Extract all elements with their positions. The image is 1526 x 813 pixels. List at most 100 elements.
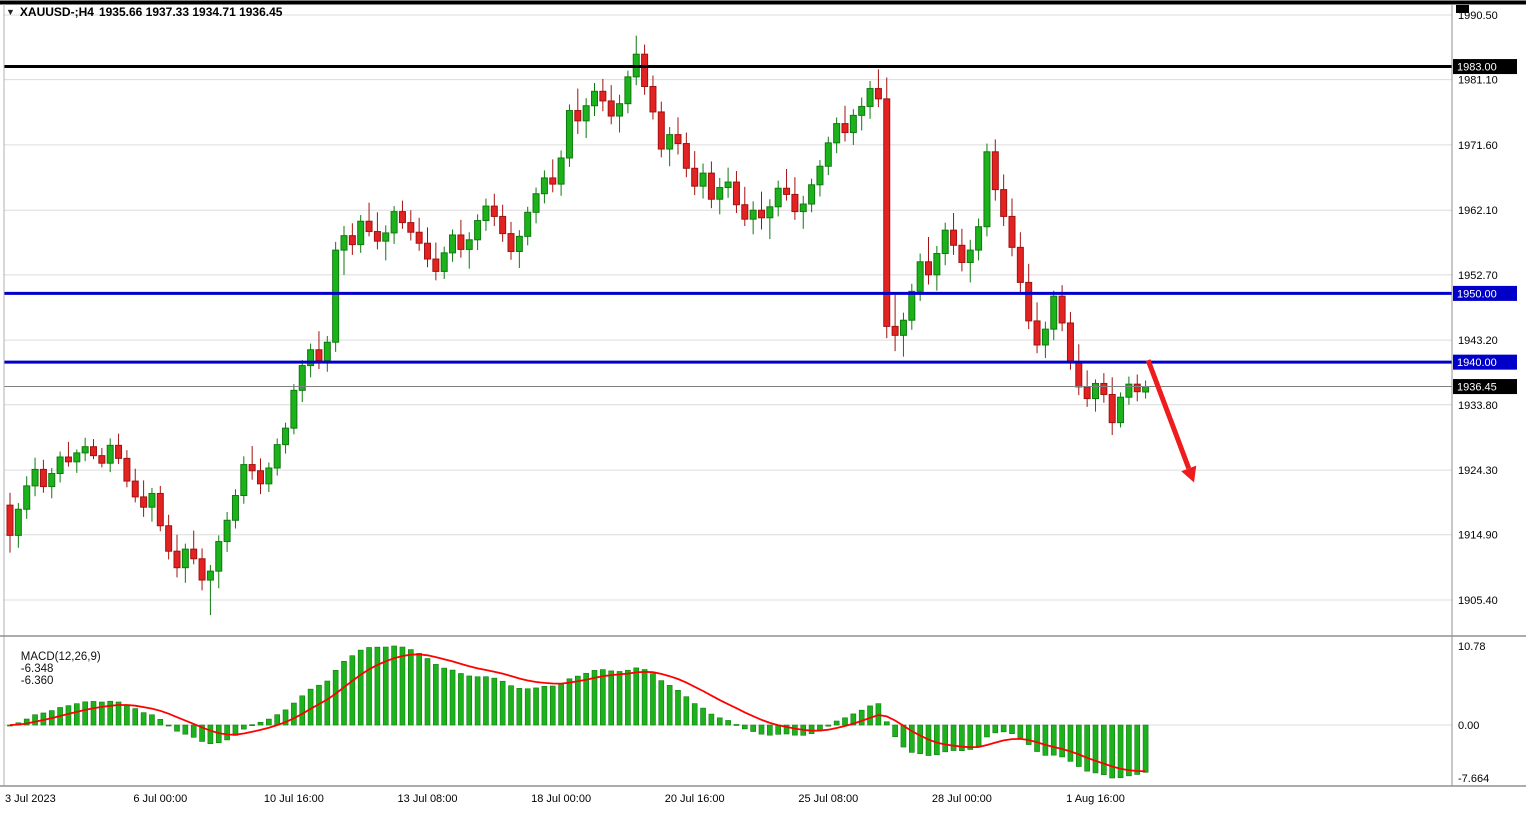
macd-histogram-bar xyxy=(1092,724,1099,774)
candle-bullish xyxy=(532,193,540,213)
candle-bullish xyxy=(858,105,866,116)
chart-header: ▼ XAUUSD-;H4 1935.66 1937.33 1934.71 193… xyxy=(6,5,282,19)
macd-histogram-bar xyxy=(249,724,255,726)
macd-histogram-bar xyxy=(683,696,690,726)
candle-bearish xyxy=(156,492,164,527)
candle-bullish xyxy=(282,427,290,446)
price-badge-label: 1936.45 xyxy=(1457,382,1497,394)
candle-bullish xyxy=(1117,396,1125,424)
candle-bearish xyxy=(373,231,381,242)
chart-shift-marker[interactable] xyxy=(1456,5,1469,13)
candle-bullish xyxy=(206,570,214,581)
candle-bullish xyxy=(56,456,64,475)
macd-histogram-bar xyxy=(299,695,306,726)
macd-histogram-bar xyxy=(107,700,113,726)
macd-histogram-bar xyxy=(641,669,648,726)
macd-histogram-bar xyxy=(424,658,431,726)
candle-bearish xyxy=(841,123,849,134)
candle-bullish xyxy=(48,473,56,488)
symbol-triangle-icon: ▼ xyxy=(6,6,15,17)
macd-scale-label: 0.00 xyxy=(1458,720,1479,732)
candle-bearish xyxy=(1008,215,1016,248)
macd-histogram-bar xyxy=(908,724,915,753)
macd-main-value: -6.348 xyxy=(20,663,54,675)
candle-bullish xyxy=(382,232,390,242)
macd-histogram-bar xyxy=(733,724,740,726)
time-axis-label: 1 Aug 16:00 xyxy=(1066,793,1125,805)
candle-bullish xyxy=(565,110,573,159)
candle-bearish xyxy=(732,181,740,206)
macd-histogram-bar xyxy=(1042,724,1049,756)
candle-bearish xyxy=(115,444,123,459)
candle-bearish xyxy=(574,110,582,122)
macd-histogram-bar xyxy=(466,675,473,726)
macd-histogram-bar xyxy=(1142,724,1149,773)
macd-histogram-bar xyxy=(984,724,990,738)
macd-histogram-bar xyxy=(82,701,88,726)
macd-histogram-bar xyxy=(633,667,640,726)
macd-histogram-bar xyxy=(190,724,197,738)
candle-bullish xyxy=(81,446,89,454)
trend-arrow[interactable] xyxy=(1145,359,1192,470)
candle-bullish xyxy=(323,341,331,362)
macd-histogram-bar xyxy=(1134,724,1141,775)
macd-histogram-bar xyxy=(441,667,448,726)
candle-bearish xyxy=(1083,386,1091,400)
macd-histogram-bar xyxy=(558,683,564,726)
time-axis-label: 18 Jul 00:00 xyxy=(531,793,591,805)
macd-histogram-bar xyxy=(992,724,999,734)
time-axis-label: 25 Jul 08:00 xyxy=(798,793,858,805)
candle-bullish xyxy=(749,209,757,220)
candle-bullish xyxy=(816,165,824,186)
macd-histogram-bar xyxy=(115,701,122,726)
price-badge xyxy=(1453,285,1517,301)
macd-histogram-bar xyxy=(458,673,464,726)
candle-bearish xyxy=(98,455,106,464)
candle-bullish xyxy=(941,229,949,255)
candle-bullish xyxy=(824,142,832,167)
macd-histogram-bar xyxy=(967,724,974,750)
macd-histogram-bar xyxy=(917,724,923,754)
macd-histogram-bar xyxy=(758,724,765,735)
candle-bearish xyxy=(90,446,97,457)
macd-histogram-bar xyxy=(741,724,748,730)
candle-bearish xyxy=(741,204,749,220)
price-badge-label: 1983.00 xyxy=(1457,62,1497,74)
candle-bearish xyxy=(407,222,415,233)
time-axis-label: 10 Jul 16:00 xyxy=(264,793,324,805)
candle-bullish xyxy=(799,203,807,213)
macd-histogram-bar xyxy=(508,685,514,726)
macd-histogram-bar xyxy=(483,676,489,726)
price-axis-label: 1981.10 xyxy=(1458,75,1498,87)
candle-bullish xyxy=(31,468,39,487)
candle-bearish xyxy=(607,100,615,117)
macd-histogram-bar xyxy=(574,675,581,726)
candle-bearish xyxy=(1066,322,1074,362)
candle-bullish xyxy=(215,541,223,572)
macd-histogram-bar xyxy=(934,724,940,756)
macd-histogram-bar xyxy=(708,713,715,726)
macd-histogram-bar xyxy=(842,717,848,726)
candle-bearish xyxy=(641,53,649,87)
candle-bullish xyxy=(808,184,816,205)
macd-histogram-bar xyxy=(199,724,205,742)
macd-histogram-bar xyxy=(725,720,731,726)
candle-bearish xyxy=(791,193,799,213)
macd-histogram-bar xyxy=(357,649,364,726)
candle-bearish xyxy=(248,464,256,472)
time-axis-label: 20 Jul 16:00 xyxy=(665,793,725,805)
macd-histogram-bar xyxy=(541,686,548,726)
macd-histogram-bar xyxy=(165,724,172,727)
candle-bullish xyxy=(265,467,273,485)
candle-bearish xyxy=(457,234,465,250)
candle-bearish xyxy=(415,231,423,244)
macd-histogram-bar xyxy=(750,724,756,732)
candle-bearish xyxy=(190,548,198,560)
macd-histogram-bar xyxy=(583,672,589,726)
price-badge xyxy=(1453,354,1517,370)
candle-bearish xyxy=(424,242,431,260)
trend-arrow-head[interactable] xyxy=(1181,465,1197,483)
macd-histogram-bar xyxy=(950,724,957,751)
